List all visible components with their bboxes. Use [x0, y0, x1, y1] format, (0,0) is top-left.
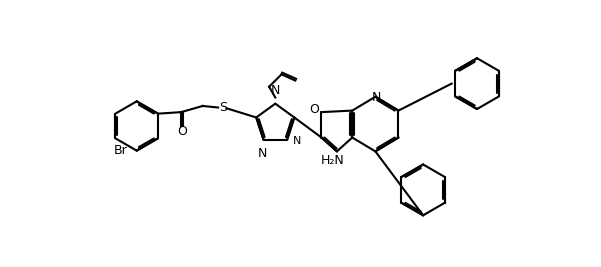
Text: O: O [178, 125, 188, 138]
Text: Br: Br [114, 144, 127, 157]
Text: N: N [270, 84, 280, 97]
Text: N: N [372, 91, 382, 104]
Text: N: N [257, 147, 267, 160]
Text: S: S [219, 101, 227, 114]
Text: H₂N: H₂N [321, 154, 345, 167]
Text: O: O [309, 103, 319, 116]
Text: N: N [293, 136, 302, 146]
